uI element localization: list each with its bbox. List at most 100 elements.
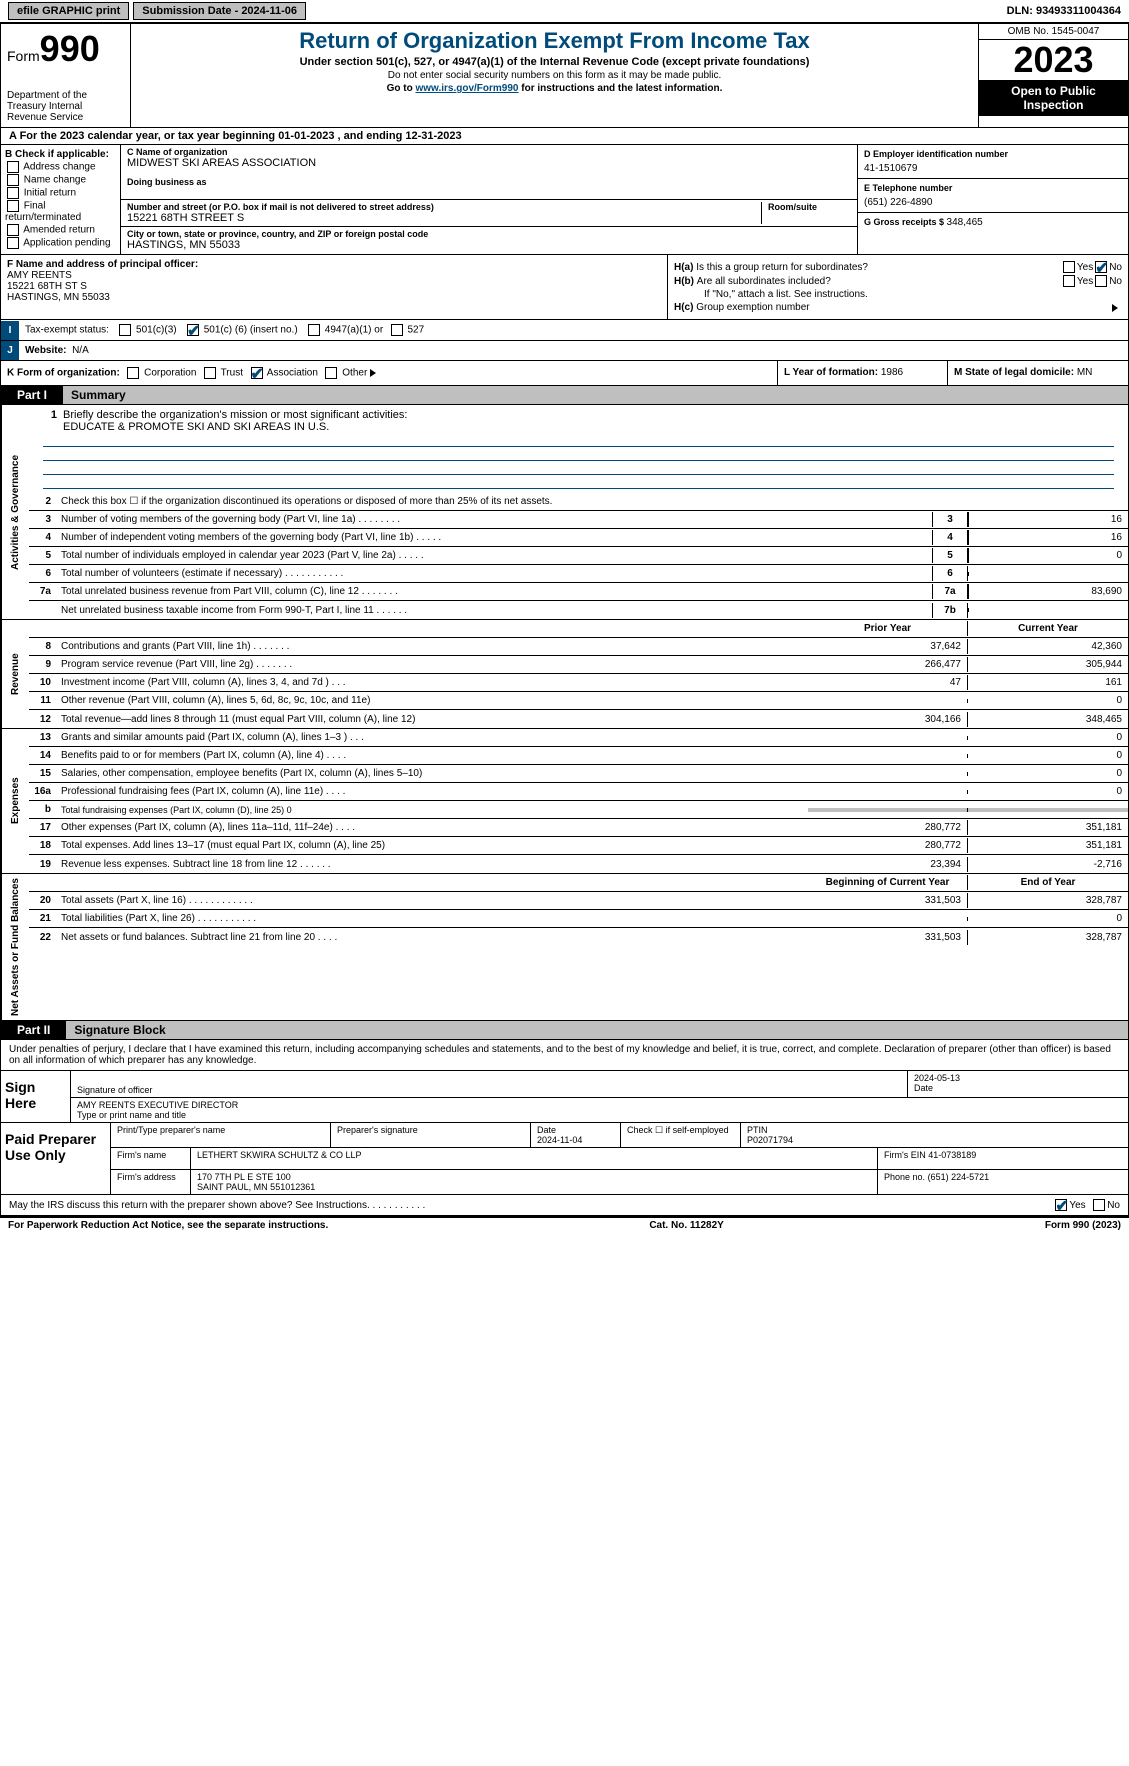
chk-discuss-no[interactable] [1093,1199,1105,1211]
efile-btn[interactable]: efile GRAPHIC print [8,2,129,20]
summary-row: 19Revenue less expenses. Subtract line 1… [29,855,1128,873]
box-f: F Name and address of principal officer:… [1,255,668,319]
summary-row: 11Other revenue (Part VIII, column (A), … [29,692,1128,710]
tax-year: 2023 [979,40,1128,80]
chk-hb-yes[interactable] [1063,275,1075,287]
chk-discuss-yes[interactable] [1055,1199,1067,1211]
form-header: Form990 Department of the Treasury Inter… [0,22,1129,128]
chk-initial-return[interactable] [7,187,19,199]
firm-ein: 41-0738189 [928,1150,976,1160]
summary-row: 10Investment income (Part VIII, column (… [29,674,1128,692]
phone: (651) 226-4890 [864,197,1122,208]
goto-note: Go to www.irs.gov/Form990 for instructio… [139,83,970,94]
street-address: 15221 68TH STREET S [127,212,761,224]
sign-date: 2024-05-13 [914,1073,1122,1083]
submission-date: Submission Date - 2024-11-06 [133,2,306,20]
part2-header: Part II Signature Block [0,1021,1129,1040]
row-klm: K Form of organization: Corporation Trus… [0,361,1129,386]
chk-app-pending[interactable] [7,237,19,249]
section-bcd: B Check if applicable: Address change Na… [0,145,1129,255]
summary-row: bTotal fundraising expenses (Part IX, co… [29,801,1128,819]
summary-row: 6Total number of volunteers (estimate if… [29,565,1128,583]
summary-row: 2Check this box ☐ if the organization di… [29,493,1128,511]
omb-number: OMB No. 1545-0047 [979,24,1128,40]
chk-ha-yes[interactable] [1063,261,1075,273]
chk-name-change[interactable] [7,174,19,186]
irs-link[interactable]: www.irs.gov/Form990 [415,83,518,94]
summary-row: 3Number of voting members of the governi… [29,511,1128,529]
dln: DLN: 93493311004364 [1007,5,1121,17]
chk-4947[interactable] [308,324,320,336]
summary-row: 18Total expenses. Add lines 13–17 (must … [29,837,1128,855]
section-fh: F Name and address of principal officer:… [0,255,1129,320]
summary-row: 13Grants and similar amounts paid (Part … [29,729,1128,747]
prep-date: 2024-11-04 [537,1135,582,1145]
chk-final-return[interactable] [7,200,19,212]
form-title: Return of Organization Exempt From Incom… [139,28,970,54]
year-formation: 1986 [881,367,903,378]
org-name: MIDWEST SKI AREAS ASSOCIATION [127,157,851,169]
paid-preparer: Paid Preparer Use Only Print/Type prepar… [0,1123,1129,1195]
summary-row: 5Total number of individuals employed in… [29,547,1128,565]
dept-label: Department of the Treasury Internal Reve… [7,90,124,123]
box-d: D Employer identification number 41-1510… [858,145,1128,254]
discuss-row: May the IRS discuss this return with the… [0,1195,1129,1216]
summary-row: 14Benefits paid to or for members (Part … [29,747,1128,765]
chk-527[interactable] [391,324,403,336]
summary-row: 4Number of independent voting members of… [29,529,1128,547]
netassets-section: Net Assets or Fund Balances Beginning of… [0,874,1129,1021]
summary-row: 8Contributions and grants (Part VIII, li… [29,638,1128,656]
box-h: H(a) Is this a group return for subordin… [668,255,1128,319]
open-inspection: Open to Public Inspection [979,80,1128,116]
website: N/A [72,345,89,356]
chk-assoc[interactable] [251,367,263,379]
officer-name: AMY REENTS [7,270,661,281]
row-i: I Tax-exempt status: 501(c)(3) 501(c) (6… [0,320,1129,341]
summary-row: Net unrelated business taxable income fr… [29,601,1128,619]
revenue-section: Revenue Prior Year Current Year 8Contrib… [0,620,1129,729]
gross-receipts: 348,465 [947,217,983,228]
summary-row: 22Net assets or fund balances. Subtract … [29,928,1128,946]
officer-name-title: AMY REENTS EXECUTIVE DIRECTOR [77,1100,1122,1110]
chk-ha-no[interactable] [1095,261,1107,273]
chk-address-change[interactable] [7,161,19,173]
part1-header: Part I Summary [0,386,1129,405]
ptin: P02071794 [747,1135,793,1145]
summary-row: 20Total assets (Part X, line 16) . . . .… [29,892,1128,910]
chk-501c3[interactable] [119,324,131,336]
ssn-note: Do not enter social security numbers on … [139,70,970,81]
summary-row: 9Program service revenue (Part VIII, lin… [29,656,1128,674]
expenses-section: Expenses 13Grants and similar amounts pa… [0,729,1129,874]
mission-text: EDUCATE & PROMOTE SKI AND SKI AREAS IN U… [63,421,1122,433]
perjury-statement: Under penalties of perjury, I declare th… [0,1040,1129,1071]
arrow-icon [1112,304,1118,312]
summary-row: 12Total revenue—add lines 8 through 11 (… [29,710,1128,728]
top-bar: efile GRAPHIC print Submission Date - 20… [0,0,1129,22]
form-number: Form990 [7,28,124,70]
arrow-icon [370,369,376,377]
form-subtitle: Under section 501(c), 527, or 4947(a)(1)… [139,56,970,68]
summary-row: 15Salaries, other compensation, employee… [29,765,1128,783]
box-c: C Name of organization MIDWEST SKI AREAS… [121,145,858,254]
chk-amended[interactable] [7,224,19,236]
chk-hb-no[interactable] [1095,275,1107,287]
form-footer: For Paperwork Reduction Act Notice, see … [0,1216,1129,1233]
chk-trust[interactable] [204,367,216,379]
chk-501c[interactable] [187,324,199,336]
summary-row: 17Other expenses (Part IX, column (A), l… [29,819,1128,837]
row-j: J Website: N/A [0,341,1129,361]
sign-here: Sign Here Signature of officer 2024-05-1… [0,1071,1129,1123]
line-a: A For the 2023 calendar year, or tax yea… [0,128,1129,145]
summary-row: 16aProfessional fundraising fees (Part I… [29,783,1128,801]
chk-corp[interactable] [127,367,139,379]
ein: 41-1510679 [864,163,1122,174]
box-b: B Check if applicable: Address change Na… [1,145,121,254]
activities-governance: Activities & Governance 1 Briefly descri… [0,405,1129,620]
city-state-zip: HASTINGS, MN 55033 [127,239,851,251]
chk-other[interactable] [325,367,337,379]
summary-row: 21Total liabilities (Part X, line 26) . … [29,910,1128,928]
firm-name: LETHERT SKWIRA SCHULTZ & CO LLP [191,1148,878,1169]
firm-addr1: 170 7TH PL E STE 100 [197,1172,871,1182]
summary-row: 7aTotal unrelated business revenue from … [29,583,1128,601]
state-domicile: MN [1077,367,1093,378]
